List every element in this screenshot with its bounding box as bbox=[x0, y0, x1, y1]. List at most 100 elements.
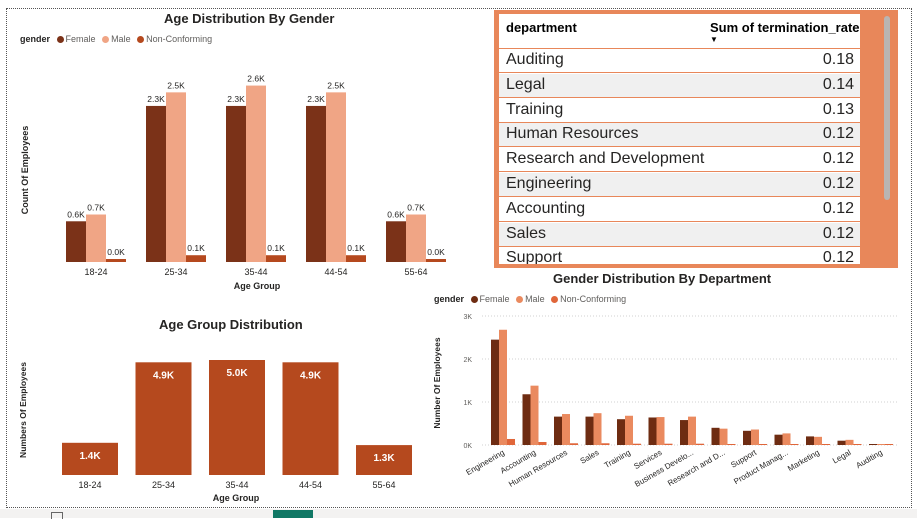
termination-rate-cell: 0.12 bbox=[822, 150, 854, 168]
termination-rate-cell: 0.14 bbox=[822, 75, 854, 93]
table-scrollbar-thumb[interactable] bbox=[884, 16, 890, 200]
legend-non-conforming[interactable]: Non-Conforming bbox=[560, 294, 627, 304]
bar-male-35-44 bbox=[246, 85, 266, 262]
bar-male bbox=[719, 428, 728, 445]
bar-non-conforming-18-24 bbox=[106, 259, 126, 262]
table-row[interactable]: Human Resources 0.12 bbox=[499, 123, 860, 148]
x-axis-title: Age Group bbox=[213, 493, 260, 503]
legend-female[interactable]: Female bbox=[479, 294, 510, 304]
termination-rate-cell: 0.12 bbox=[822, 249, 854, 264]
bar-female bbox=[774, 434, 783, 445]
table-row[interactable]: Support 0.12 bbox=[499, 247, 860, 264]
x-tick-label: Sales bbox=[579, 448, 601, 466]
bar-55-64 bbox=[356, 445, 412, 475]
bar-non-conforming bbox=[570, 443, 578, 445]
bar-female-35-44 bbox=[226, 105, 246, 262]
bar-44-54 bbox=[282, 362, 339, 475]
age-gender-visual[interactable]: Age Distribution By Gender gender Female… bbox=[14, 10, 464, 298]
table-row[interactable]: Sales 0.12 bbox=[499, 222, 860, 247]
department-cell: Legal bbox=[506, 75, 546, 93]
termination-rate-cell: 0.12 bbox=[822, 125, 854, 143]
active-page-tab[interactable] bbox=[273, 510, 313, 518]
x-tick-label: 55-64 bbox=[372, 480, 395, 490]
bar-non-conforming bbox=[790, 444, 799, 445]
bar-female bbox=[585, 416, 594, 445]
department-cell: Training bbox=[506, 100, 564, 118]
department-cell: Sales bbox=[506, 224, 547, 242]
bar-female bbox=[869, 444, 877, 445]
bar-non-conforming-35-44 bbox=[266, 255, 286, 262]
termination-rate-table[interactable]: department Sum of termination_rate ▼ Aud… bbox=[494, 10, 898, 268]
dept-gender-legend: gender Female Male Non-Conforming bbox=[434, 294, 626, 304]
bar-female bbox=[648, 417, 657, 445]
table-row[interactable]: Auditing 0.18 bbox=[499, 49, 860, 73]
bar-non-conforming-44-54 bbox=[346, 255, 366, 262]
bar-male bbox=[751, 429, 759, 445]
bar-25-34 bbox=[135, 362, 192, 475]
department-cell: Support bbox=[506, 249, 563, 264]
bar-male bbox=[562, 414, 570, 445]
x-tick-label: 25-34 bbox=[152, 480, 175, 490]
bar-male bbox=[625, 415, 633, 445]
bar-female bbox=[491, 339, 499, 445]
male-dot bbox=[102, 36, 110, 43]
bar-female bbox=[743, 430, 751, 445]
bar-male bbox=[656, 417, 665, 445]
bar-male-44-54 bbox=[326, 92, 346, 262]
data-label: 0.1K bbox=[187, 243, 205, 253]
y-axis-title: Count Of Employees bbox=[20, 126, 30, 215]
non-conforming-dot bbox=[137, 36, 145, 43]
x-tick-label: Research and D... bbox=[666, 448, 726, 488]
department-cell: Auditing bbox=[506, 51, 564, 68]
x-tick-label: Training bbox=[603, 448, 632, 470]
table-body: department Sum of termination_rate ▼ Aud… bbox=[499, 14, 860, 264]
table-row[interactable]: Research and Development 0.12 bbox=[499, 148, 860, 173]
bar-female-25-34 bbox=[146, 105, 166, 262]
data-label: 0.6K bbox=[387, 209, 405, 219]
data-label: 0.0K bbox=[427, 247, 445, 257]
x-tick-label: Human Resources bbox=[507, 448, 569, 489]
x-tick-label: 35-44 bbox=[225, 480, 248, 490]
age-group-visual[interactable]: Age Group Distribution 1.4K 18-24 4.9K 25-3… bbox=[14, 310, 414, 508]
y-tick-label: 2K bbox=[463, 357, 472, 364]
department-cell: Engineering bbox=[506, 175, 592, 192]
table-row[interactable]: Engineering 0.12 bbox=[499, 173, 860, 197]
bar-35-44 bbox=[209, 360, 265, 475]
male-dot bbox=[516, 296, 524, 303]
female-dot bbox=[56, 36, 64, 43]
data-label: 4.9K bbox=[300, 370, 322, 381]
legend-female[interactable]: Female bbox=[65, 34, 96, 44]
bar-male bbox=[814, 436, 822, 445]
data-label: 0.1K bbox=[267, 243, 285, 253]
bar-male-18-24 bbox=[86, 214, 106, 262]
legend-non-conforming[interactable]: Non-Conforming bbox=[146, 34, 213, 44]
data-label: 2.5K bbox=[167, 80, 185, 90]
sort-descending-icon[interactable]: ▼ bbox=[710, 35, 718, 44]
bar-male bbox=[688, 416, 696, 445]
legend-male[interactable]: Male bbox=[525, 294, 545, 304]
data-label: 2.6K bbox=[247, 74, 265, 84]
legend-title: gender bbox=[20, 34, 51, 44]
column-header-termination-rate[interactable]: Sum of termination_rate bbox=[710, 20, 860, 35]
age-gender-chart: 0.6K0.7K0.0K18-242.3K2.5K0.1K25-342.3K2.… bbox=[20, 74, 446, 291]
bar-female bbox=[806, 436, 814, 445]
bar-female bbox=[617, 419, 625, 445]
department-cell: Research and Development bbox=[506, 150, 705, 168]
termination-rate-cell: 0.13 bbox=[822, 100, 854, 118]
bar-male bbox=[782, 433, 791, 445]
table-row[interactable]: Legal 0.14 bbox=[499, 73, 860, 98]
x-tick-label: 44-54 bbox=[299, 480, 322, 490]
x-tick-label: Engineering bbox=[465, 448, 506, 477]
column-header-department[interactable]: department bbox=[506, 20, 577, 35]
bar-female bbox=[711, 427, 720, 445]
data-label: 1.4K bbox=[79, 451, 101, 462]
table-row[interactable]: Accounting 0.12 bbox=[499, 198, 860, 222]
page-nav-icon[interactable] bbox=[51, 512, 63, 519]
legend-male[interactable]: Male bbox=[111, 34, 131, 44]
dept-gender-visual[interactable]: Gender Distribution By Department gender… bbox=[420, 268, 910, 508]
data-label: 2.5K bbox=[327, 80, 345, 90]
age-gender-title: Age Distribution By Gender bbox=[164, 11, 335, 26]
table-header: department Sum of termination_rate ▼ bbox=[499, 14, 860, 49]
data-label: 2.3K bbox=[147, 94, 165, 104]
table-row[interactable]: Training 0.13 bbox=[499, 99, 860, 123]
